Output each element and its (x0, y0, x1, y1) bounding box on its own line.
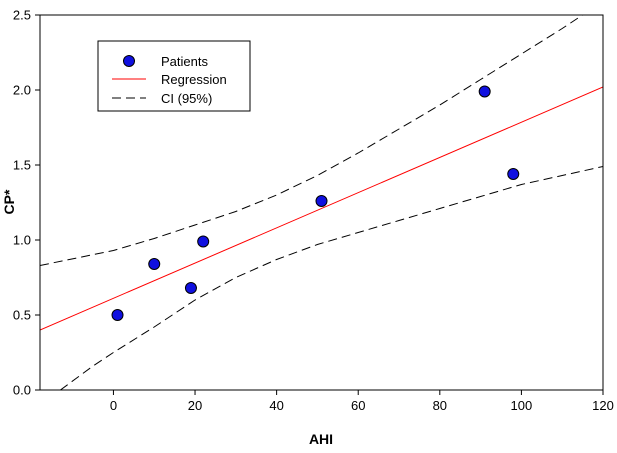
legend-box (97, 40, 251, 112)
y-tick-label: 0.0 (13, 383, 31, 398)
legend: Patients Regression CI (95%) (97, 40, 251, 112)
ci-lower-line (60, 166, 603, 390)
x-axis: 0 20 40 60 80 100 120 (110, 390, 614, 413)
y-tick-label: 0.5 (13, 308, 31, 323)
legend-patients-marker (123, 55, 135, 67)
x-tick-label: 100 (511, 398, 533, 413)
y-tick-label: 1.5 (13, 158, 31, 173)
y-tick-label: 2.0 (13, 83, 31, 98)
patient-point (148, 258, 161, 270)
legend-ci-label: CI (95%) (161, 91, 212, 106)
x-tick-label: 80 (433, 398, 447, 413)
x-axis-title: AHI (309, 431, 333, 447)
plot-frame (39, 14, 604, 391)
patient-point (315, 195, 328, 207)
y-tick-label: 1.0 (13, 233, 31, 248)
patient-point (197, 235, 210, 248)
x-tick-label: 0 (110, 398, 117, 413)
legend-regression-label: Regression (161, 72, 227, 87)
patient-point (478, 85, 491, 98)
regression-layer (40, 86, 603, 331)
patient-point (507, 168, 520, 180)
y-axis: 0.0 0.5 1.0 1.5 2.0 2.5 (13, 8, 40, 398)
x-tick-label: 60 (351, 398, 365, 413)
y-tick-label: 2.5 (13, 8, 31, 23)
patient-point (111, 309, 124, 321)
points-layer (111, 85, 520, 321)
x-tick-label: 20 (188, 398, 202, 413)
x-tick-label: 120 (592, 398, 614, 413)
legend-patients-label: Patients (161, 54, 208, 69)
x-tick-label: 40 (269, 398, 283, 413)
ci-upper-line (40, 15, 583, 266)
y-axis-title: CP* (1, 189, 17, 214)
patient-point (184, 282, 197, 294)
regression-line (40, 86, 603, 331)
ci-band (40, 15, 603, 390)
